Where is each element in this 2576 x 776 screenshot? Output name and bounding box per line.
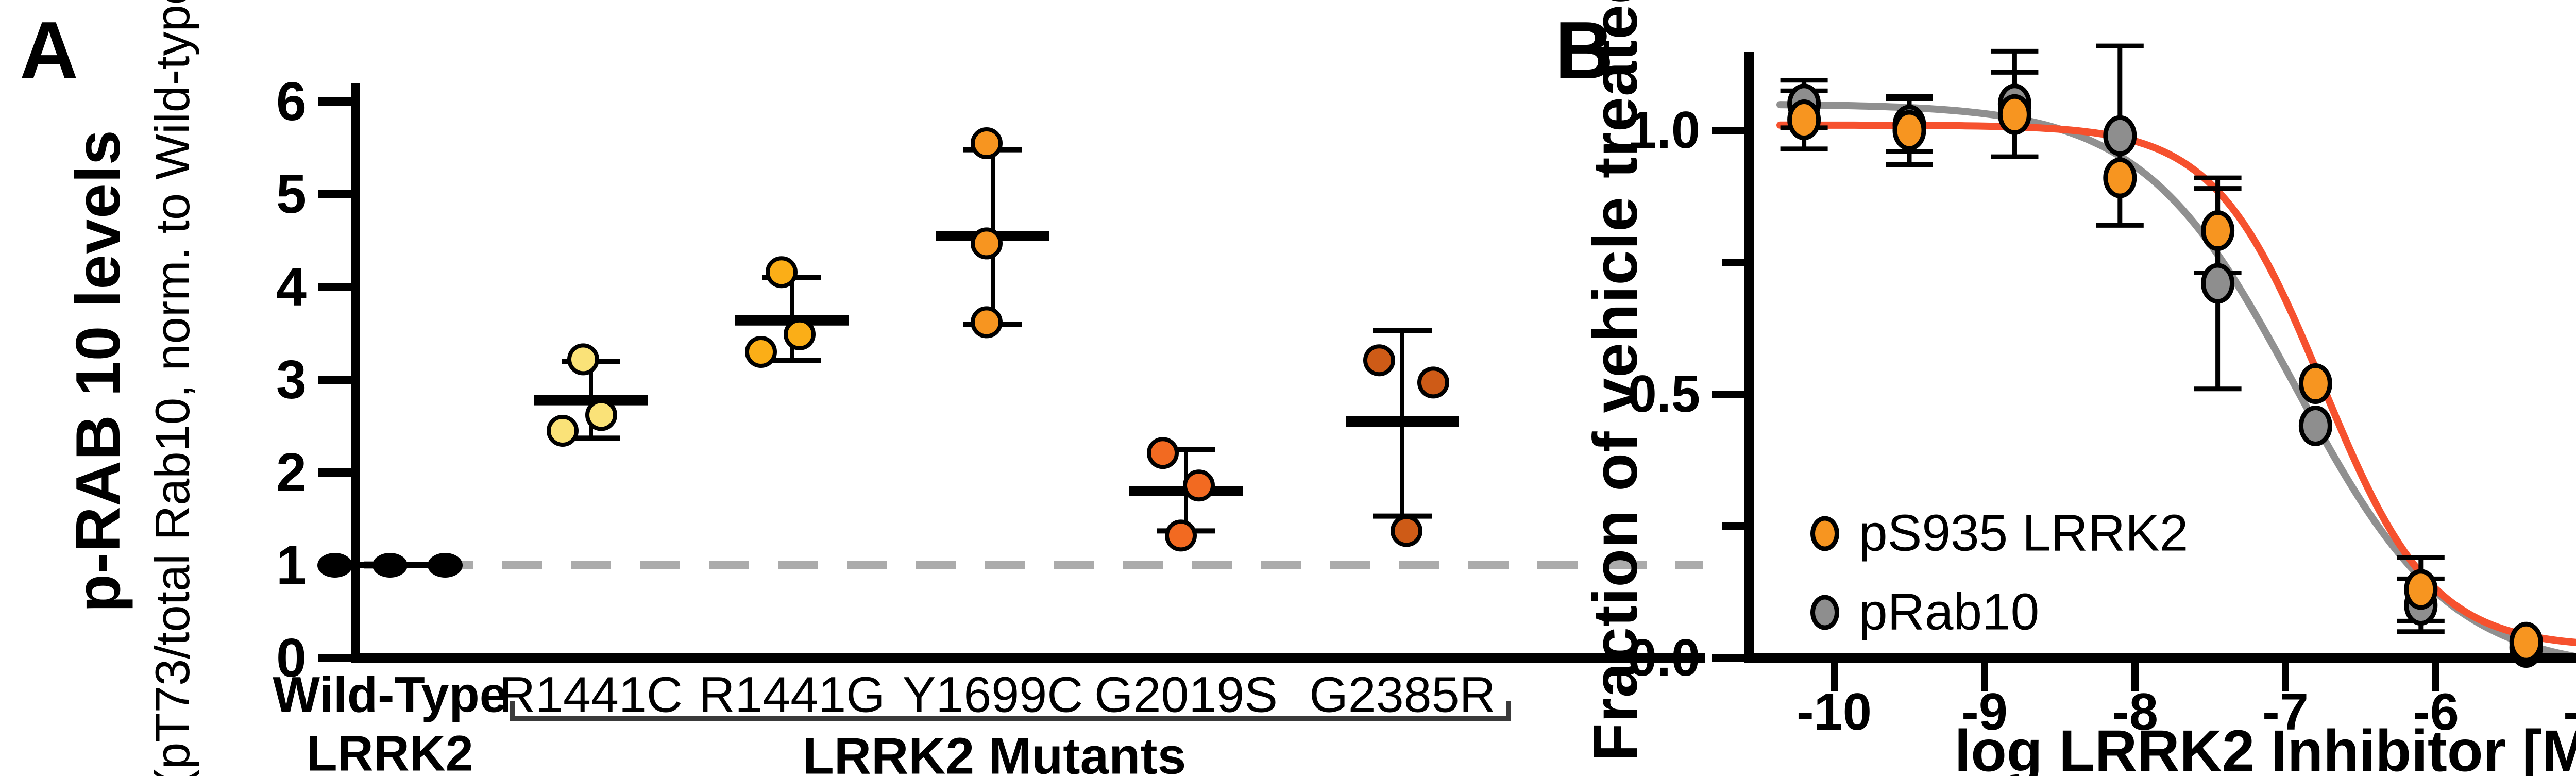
prab10-legend-label: pRab10 — [1859, 583, 2040, 641]
y-tick-label: 0.0 — [1628, 629, 1700, 687]
fit-curve — [1776, 101, 2576, 661]
y-tick-label: 0 — [276, 628, 307, 688]
panel-a-mutants-bracket-label: LRRK2 Mutants — [802, 727, 1187, 776]
data-point — [745, 336, 777, 368]
prab10-data-point — [2103, 115, 2137, 156]
prab10-data-point — [2298, 405, 2332, 446]
category-label: R1441G — [699, 667, 885, 723]
y-tick-label: 5 — [276, 164, 307, 225]
panel-a-y-axis-subtitle: (pT73/total Rab10, norm. to Wild-type) — [145, 0, 199, 776]
category-label: G2385R — [1309, 667, 1495, 723]
data-point — [428, 553, 463, 578]
ps935-data-point — [2201, 210, 2235, 251]
category-label: LRRK2 — [307, 726, 473, 776]
data-point — [784, 318, 816, 350]
data-point — [567, 343, 599, 376]
y-tick-label: 6 — [276, 71, 307, 132]
panel-b-x-axis-title: log LRRK2 Inhibitor [M] — [1954, 718, 2576, 776]
category-label: G2019S — [1094, 667, 1278, 723]
data-point — [1363, 344, 1395, 377]
x-tick-label: -8 — [2112, 683, 2158, 741]
prab10-legend-marker-icon — [1810, 595, 1839, 630]
data-point — [971, 227, 1003, 260]
data-point — [372, 553, 408, 578]
data-point — [547, 415, 579, 447]
x-tick-label: -5 — [2563, 683, 2576, 741]
y-tick-label: 4 — [276, 257, 307, 317]
ps935-data-point — [1997, 94, 2031, 135]
category-label: R1441C — [499, 667, 683, 723]
category-label: Wild-Type — [273, 667, 507, 723]
y-tick-label: 1.0 — [1628, 102, 1700, 159]
data-point — [317, 553, 352, 578]
ps935-data-point — [2404, 569, 2438, 610]
data-point — [971, 306, 1003, 339]
y-tick-label: 3 — [276, 349, 307, 410]
data-point — [1165, 519, 1197, 552]
data-point — [1147, 437, 1179, 469]
y-tick-label: 2 — [276, 442, 307, 503]
ps935-data-point — [1892, 110, 1926, 151]
x-tick-label: -6 — [2413, 683, 2459, 741]
data-point — [585, 399, 617, 431]
panel-b-y-axis-title: Fraction of vehicle treated — [1580, 0, 1650, 762]
panel-a-y-axis-title: p-RAB 10 levels — [63, 129, 133, 613]
data-point — [1183, 469, 1215, 502]
fit-curve — [1776, 121, 2576, 646]
panel-a-letter: A — [20, 5, 79, 96]
y-tick-label: 1 — [276, 535, 307, 596]
ps935-legend-marker-icon — [1810, 516, 1839, 551]
x-tick-label: -10 — [1797, 683, 1872, 741]
legend-item-ps935: pS935 LRRK2 — [1810, 504, 2188, 563]
panel-b-letter: B — [1555, 5, 1614, 96]
ps935-legend-label: pS935 LRRK2 — [1859, 504, 2189, 562]
prab10-data-point — [2201, 263, 2235, 304]
data-point — [1391, 515, 1422, 547]
panel-b-plot: -10-9-8-7-6-5-40.00.51.0 — [1628, 43, 2576, 741]
data-point — [1417, 366, 1449, 399]
data-point — [766, 256, 798, 289]
ps935-data-point — [2298, 363, 2332, 404]
x-tick-label: -9 — [1961, 683, 2008, 741]
y-tick-label: 0.5 — [1628, 365, 1700, 423]
mutants-bracket — [510, 701, 1511, 721]
ps935-data-point — [1787, 99, 1821, 141]
x-tick-label: -7 — [2262, 683, 2309, 741]
ps935-data-point — [2103, 157, 2137, 198]
data-point — [971, 127, 1003, 159]
legend-item-prab10: pRab10 — [1810, 583, 2039, 642]
ps935-data-point — [2509, 621, 2543, 663]
category-label: Y1699C — [903, 667, 1083, 723]
